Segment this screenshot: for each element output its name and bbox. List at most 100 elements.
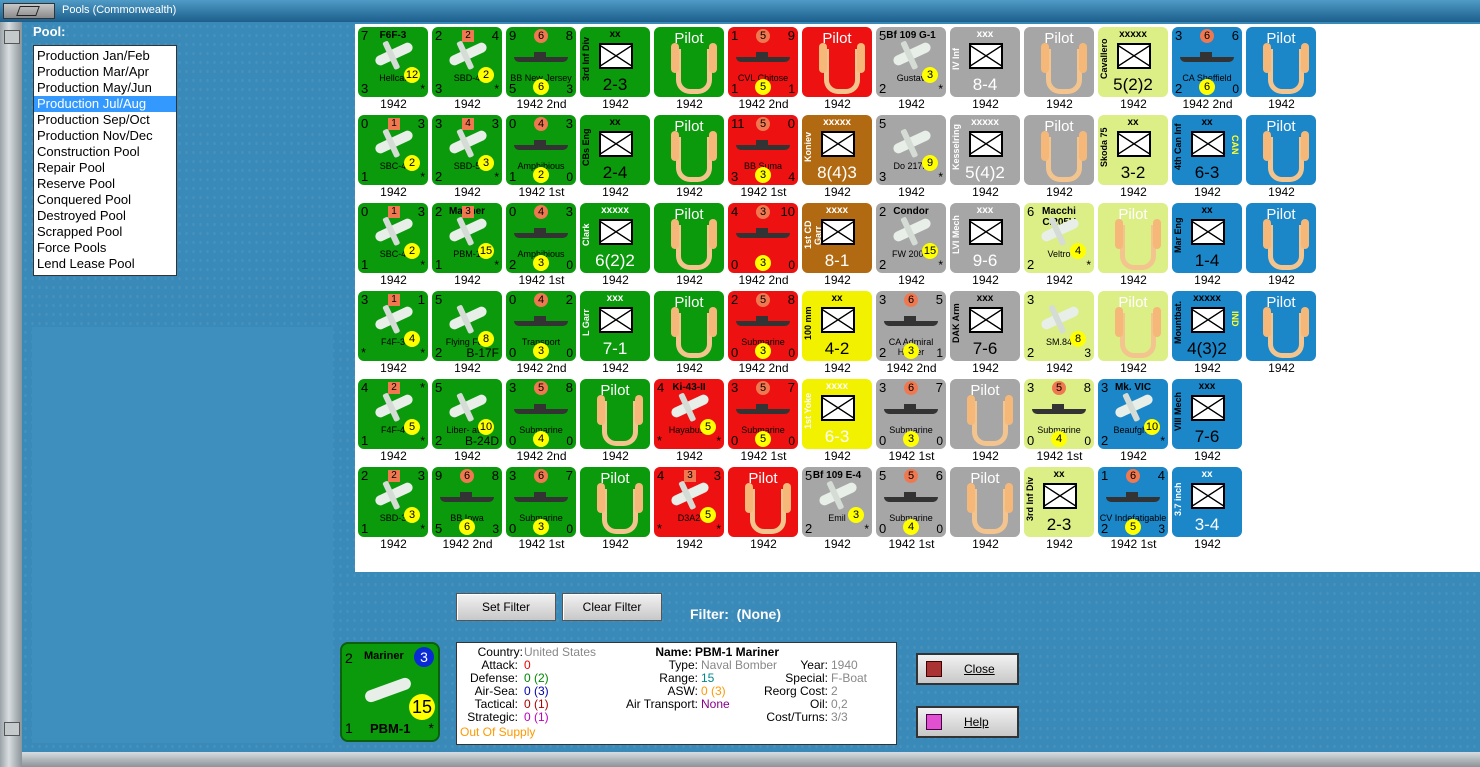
unit-counter[interactable]: Pilot: [1246, 203, 1316, 273]
unit-counter[interactable]: Pilot: [1246, 27, 1316, 97]
unit-counter[interactable]: 3 8 5 Submarine 4 0 0: [506, 379, 576, 449]
pool-item[interactable]: Force Pools: [37, 240, 107, 255]
unit-counter[interactable]: xxx L Garr 7-1: [580, 291, 650, 361]
unit-counter[interactable]: Pilot: [1246, 291, 1316, 361]
unit-counter[interactable]: xx 3rd Inf Div 2-3: [1024, 467, 1094, 537]
counter-cell[interactable]: 7 F6F-3 Hellcat 12 3 * 1942: [357, 26, 430, 114]
pool-list[interactable]: Production Jan/Feb Production Mar/Apr Prod…: [33, 45, 177, 276]
counter-cell[interactable]: Pilot 1942: [1097, 290, 1170, 378]
unit-counter[interactable]: 1 4 6 CV Indefatigable 5 2 3: [1098, 467, 1168, 537]
counter-cell[interactable]: 4 Ki-43-II Hayabusa 5 * * 1942: [653, 378, 726, 466]
unit-counter[interactable]: xxxxx Mountbat. 4(3)2 IND: [1172, 291, 1242, 361]
unit-counter[interactable]: xxx IV Inf 8-4: [950, 27, 1020, 97]
counter-cell[interactable]: Pilot 1942: [653, 202, 726, 290]
unit-counter[interactable]: xx Mar Eng 1-4: [1172, 203, 1242, 273]
counter-cell[interactable]: 0 3 1 SBC-4 2 1 * 1942: [357, 114, 430, 202]
counter-cell[interactable]: xx 4th Can Inf 6-3 CAN 1942: [1171, 114, 1244, 202]
unit-counter[interactable]: Pilot: [1024, 27, 1094, 97]
unit-counter[interactable]: xx 4th Can Inf 6-3 CAN: [1172, 115, 1242, 185]
unit-counter[interactable]: 2 Condor FW 200C 15 2 *: [876, 203, 946, 273]
counter-cell[interactable]: 5 Bf 109 G-1 Gustav 3 2 * 1942: [875, 26, 948, 114]
counter-cell[interactable]: xx 100 mm 4-2 1942: [801, 290, 874, 378]
unit-counter[interactable]: 0 3 4 Amphibious 2 1 0: [506, 115, 576, 185]
pool-item[interactable]: Repair Pool: [37, 160, 105, 175]
pool-item[interactable]: Production Sep/Oct: [37, 112, 150, 127]
unit-counter[interactable]: 9 8 6 BB Iowa 6 5 3: [432, 467, 502, 537]
counter-cell[interactable]: xxx VIII Mech 7-6 1942: [1171, 378, 1244, 466]
counter-cell[interactable]: xxxxx Kesselring 5(4)2 1942: [949, 114, 1022, 202]
counter-cell[interactable]: 3 8 5 Submarine 4 0 0 1942 2nd: [505, 378, 578, 466]
pool-item[interactable]: Reserve Pool: [37, 176, 116, 191]
counter-cell[interactable]: 11 0 5 BB Suma 3 3 4 1942 1st: [727, 114, 800, 202]
unit-counter[interactable]: Pilot: [654, 203, 724, 273]
unit-counter[interactable]: 3 1 1 F4F-3 4 * *: [358, 291, 428, 361]
counter-cell[interactable]: 9 8 6 BB New Jersey 6 5 3 1942 2nd: [505, 26, 578, 114]
pool-item[interactable]: Lend Lease Pool: [37, 256, 135, 271]
counter-cell[interactable]: 5 6 5 Submarine 4 0 0 1942 1st: [875, 466, 948, 554]
counter-cell[interactable]: 3 7 6 Submarine 3 0 0 1942 1st: [875, 378, 948, 466]
counter-cell[interactable]: Pilot 1942: [727, 466, 800, 554]
counter-cell[interactable]: xxx IV Inf 8-4 1942: [949, 26, 1022, 114]
counter-cell[interactable]: Pilot 1942: [1245, 202, 1318, 290]
unit-counter[interactable]: 3 7 6 Submarine 3 0 0: [876, 379, 946, 449]
counter-cell[interactable]: 2 Condor FW 200C 15 2 * 1942: [875, 202, 948, 290]
counter-cell[interactable]: Pilot 1942: [949, 378, 1022, 466]
counter-cell[interactable]: 3 SM.84 8 2 3 1942: [1023, 290, 1096, 378]
help-button[interactable]: Help: [916, 706, 1019, 738]
unit-counter[interactable]: Pilot: [1098, 203, 1168, 273]
unit-counter[interactable]: 4 Ki-43-II Hayabusa 5 * *: [654, 379, 724, 449]
unit-counter[interactable]: xx 100 mm 4-2: [802, 291, 872, 361]
counter-cell[interactable]: 0 3 1 SBC-4 2 1 * 1942: [357, 202, 430, 290]
counter-cell[interactable]: 0 3 4 Amphibious 2 1 0 1942 1st: [505, 114, 578, 202]
pool-item[interactable]: Conquered Pool: [37, 192, 131, 207]
unit-counter[interactable]: xxxxx Cavallero 5(2)2: [1098, 27, 1168, 97]
unit-counter[interactable]: 6 Macchi C.205V Veltro 4 2 *: [1024, 203, 1094, 273]
unit-counter[interactable]: 2 3 2 SBD-3 3 1 *: [358, 467, 428, 537]
unit-counter[interactable]: xxx DAK Arm 7-6: [950, 291, 1020, 361]
unit-counter[interactable]: Pilot: [1246, 115, 1316, 185]
system-menu-button[interactable]: [3, 3, 55, 19]
unit-counter[interactable]: Pilot: [1098, 291, 1168, 361]
counter-cell[interactable]: xxxxx Clark 6(2)2 1942: [579, 202, 652, 290]
counter-cell[interactable]: 2 4 2 SBD-4 2 3 * 1942: [431, 26, 504, 114]
unit-counter[interactable]: 3 7 6 Submarine 3 0 0: [506, 467, 576, 537]
counter-cell[interactable]: Pilot 1942: [1245, 114, 1318, 202]
pool-item[interactable]: Scrapped Pool: [37, 224, 123, 239]
counter-cell[interactable]: Pilot 1942: [653, 114, 726, 202]
unit-counter[interactable]: Pilot: [654, 291, 724, 361]
counter-cell[interactable]: 9 8 6 BB Iowa 6 5 3 1942 2nd: [431, 466, 504, 554]
counter-cell[interactable]: xxxx 1st CD Garr 8-1 1942: [801, 202, 874, 290]
unit-counter[interactable]: 0 3 4 Amphibious 3 2 0: [506, 203, 576, 273]
clear-filter-button[interactable]: Clear Filter: [562, 593, 662, 621]
pool-item[interactable]: Production Mar/Apr: [37, 64, 149, 79]
close-button[interactable]: Close: [916, 653, 1019, 685]
counter-cell[interactable]: 3 7 6 Submarine 3 0 0 1942 1st: [505, 466, 578, 554]
pool-item[interactable]: Production Nov/Dec: [37, 128, 153, 143]
unit-counter[interactable]: xxx VIII Mech 7-6: [1172, 379, 1242, 449]
counter-cell[interactable]: 5 Liber- ator 10 2 B-24D 1942: [431, 378, 504, 466]
unit-counter[interactable]: 0 3 1 SBC-4 2 1 *: [358, 203, 428, 273]
unit-counter[interactable]: 3 6 6 CA Sheffield 6 2 0: [1172, 27, 1242, 97]
unit-counter[interactable]: Pilot: [950, 467, 1020, 537]
counter-cell[interactable]: Pilot 1942: [801, 26, 874, 114]
unit-counter[interactable]: xxxxx Koniev 8(4)3: [802, 115, 872, 185]
counter-cell[interactable]: 6 Macchi C.205V Veltro 4 2 * 1942: [1023, 202, 1096, 290]
counter-cell[interactable]: Pilot 1942: [579, 378, 652, 466]
unit-counter[interactable]: 0 2 4 Transport 3 0 0: [506, 291, 576, 361]
counter-cell[interactable]: 3 6 6 CA Sheffield 6 2 0 1942 2nd: [1171, 26, 1244, 114]
counter-cell[interactable]: Pilot 1942: [1023, 26, 1096, 114]
unit-counter[interactable]: Pilot: [654, 115, 724, 185]
unit-counter[interactable]: 1 9 5 CVL Chitose 5 1 1: [728, 27, 798, 97]
counter-cell[interactable]: 4 3 3 D3A2 5 * * 1942: [653, 466, 726, 554]
counter-cell[interactable]: Pilot 1942: [1245, 26, 1318, 114]
counter-cell[interactable]: xx CBs Eng 2-4 1942: [579, 114, 652, 202]
unit-counter[interactable]: 11 0 5 BB Suma 3 3 4: [728, 115, 798, 185]
unit-counter[interactable]: xx 3.7 inch 3-4: [1172, 467, 1242, 537]
counter-cell[interactable]: xxx LVI Mech 9-6 1942: [949, 202, 1022, 290]
counter-cell[interactable]: xx Skoda 75 3-2 1942: [1097, 114, 1170, 202]
unit-counter[interactable]: 5 Bf 109 E-4 Emil 3 2 *: [802, 467, 872, 537]
unit-counter[interactable]: 3 7 5 Submarine 5 0 0: [728, 379, 798, 449]
counter-cell[interactable]: 2 8 5 Submarine 3 0 0 1942 2nd: [727, 290, 800, 378]
counter-cell[interactable]: xx 3rd Inf Div 2-3 1942: [1023, 466, 1096, 554]
